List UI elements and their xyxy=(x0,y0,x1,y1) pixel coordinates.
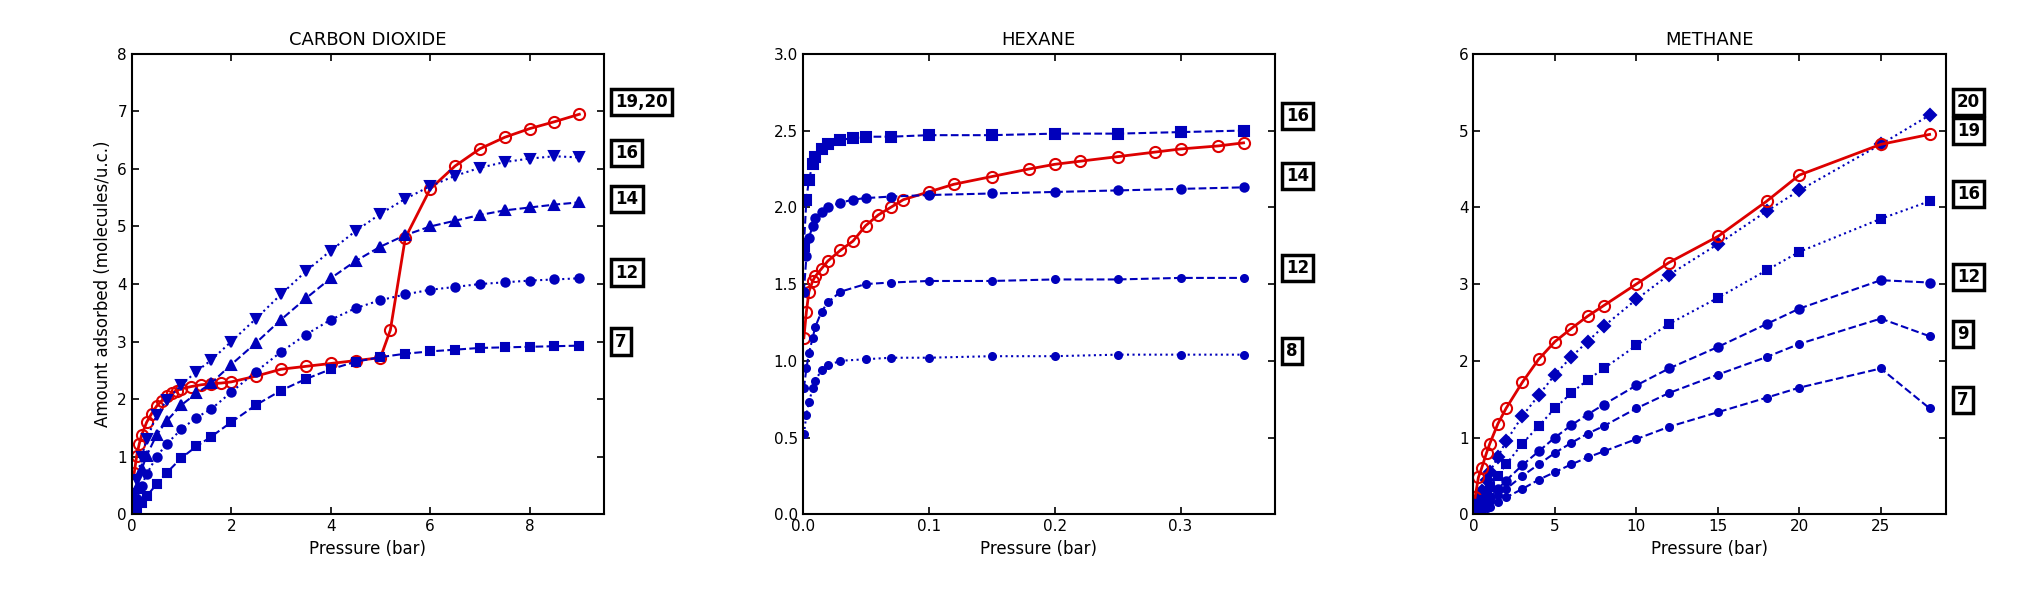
X-axis label: Pressure (bar): Pressure (bar) xyxy=(981,540,1097,558)
Text: 16: 16 xyxy=(1287,107,1309,125)
Title: CARBON DIOXIDE: CARBON DIOXIDE xyxy=(290,32,446,50)
Text: 19,20: 19,20 xyxy=(616,93,669,111)
Text: 12: 12 xyxy=(616,264,639,282)
Text: 9: 9 xyxy=(1956,325,1968,343)
X-axis label: Pressure (bar): Pressure (bar) xyxy=(1652,540,1768,558)
Y-axis label: Amount adsorbed (molecules/u.c.): Amount adsorbed (molecules/u.c.) xyxy=(93,141,111,428)
Text: 12: 12 xyxy=(1287,259,1309,277)
X-axis label: Pressure (bar): Pressure (bar) xyxy=(310,540,426,558)
Text: 12: 12 xyxy=(1956,268,1980,286)
Text: 8: 8 xyxy=(1287,342,1297,360)
Title: METHANE: METHANE xyxy=(1666,32,1753,50)
Text: 20: 20 xyxy=(1956,93,1980,111)
Text: 16: 16 xyxy=(616,144,639,162)
Text: 7: 7 xyxy=(1956,391,1968,409)
Text: 19: 19 xyxy=(1956,122,1980,140)
Title: HEXANE: HEXANE xyxy=(1001,32,1076,50)
Text: 14: 14 xyxy=(616,190,639,208)
Text: 14: 14 xyxy=(1287,167,1309,185)
Text: 16: 16 xyxy=(1956,185,1980,203)
Text: 7: 7 xyxy=(616,332,626,350)
